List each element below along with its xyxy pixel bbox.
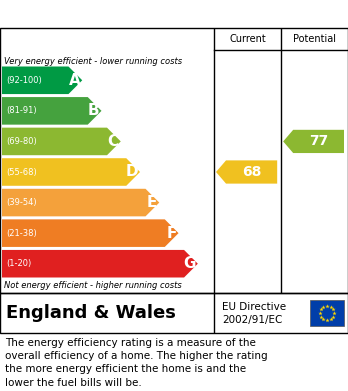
Text: (69-80): (69-80)	[6, 137, 37, 146]
Text: England & Wales: England & Wales	[6, 304, 176, 322]
Text: C: C	[108, 134, 119, 149]
Polygon shape	[2, 158, 140, 186]
Text: (92-100): (92-100)	[6, 76, 42, 85]
Text: B: B	[88, 103, 100, 118]
Polygon shape	[2, 189, 159, 216]
Polygon shape	[2, 250, 198, 278]
Text: Current: Current	[229, 34, 266, 44]
Text: Very energy efficient - lower running costs: Very energy efficient - lower running co…	[4, 57, 182, 66]
Text: (1-20): (1-20)	[6, 259, 31, 268]
Text: E: E	[147, 195, 157, 210]
Polygon shape	[2, 66, 82, 94]
Text: EU Directive: EU Directive	[222, 302, 286, 312]
Text: G: G	[183, 256, 196, 271]
Polygon shape	[2, 127, 121, 155]
Text: F: F	[166, 226, 176, 240]
Text: Energy Efficiency Rating: Energy Efficiency Rating	[10, 7, 220, 22]
Text: 77: 77	[309, 135, 328, 149]
Polygon shape	[2, 219, 179, 247]
Polygon shape	[2, 97, 102, 125]
Text: (81-91): (81-91)	[6, 106, 37, 115]
Text: Not energy efficient - higher running costs: Not energy efficient - higher running co…	[4, 280, 182, 289]
Text: 2002/91/EC: 2002/91/EC	[222, 315, 282, 325]
Text: Potential: Potential	[293, 34, 336, 44]
Text: (55-68): (55-68)	[6, 167, 37, 176]
Text: The energy efficiency rating is a measure of the
overall efficiency of a home. T: The energy efficiency rating is a measur…	[5, 338, 268, 387]
Text: (39-54): (39-54)	[6, 198, 37, 207]
Text: (21-38): (21-38)	[6, 229, 37, 238]
Polygon shape	[283, 130, 344, 153]
Text: 68: 68	[242, 165, 261, 179]
Text: D: D	[125, 165, 138, 179]
Text: A: A	[69, 73, 80, 88]
Bar	[310, 300, 344, 326]
Polygon shape	[216, 160, 277, 184]
